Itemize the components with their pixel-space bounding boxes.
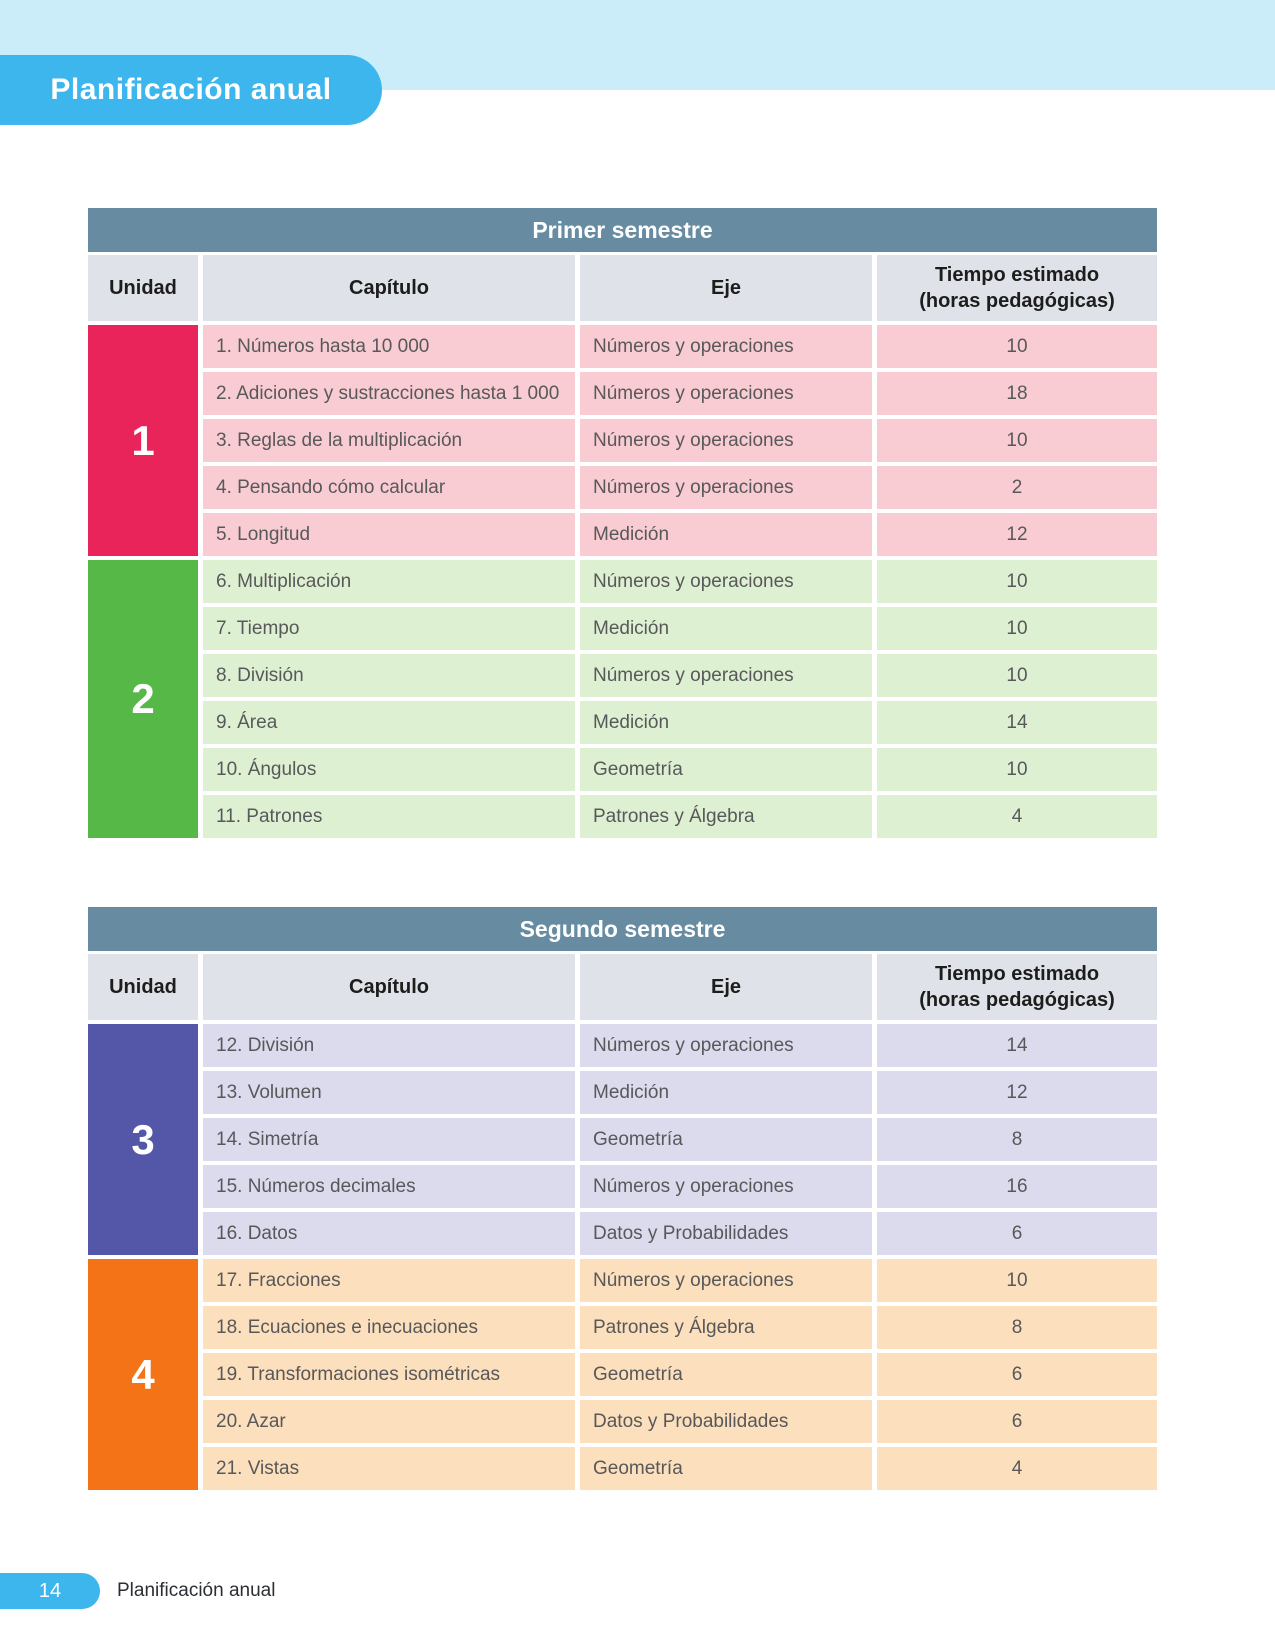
eje-cell: Medición <box>580 607 872 650</box>
chapter-cell: 21. Vistas <box>203 1447 575 1490</box>
time-cell: 10 <box>877 748 1157 791</box>
time-cell: 18 <box>877 372 1157 415</box>
column-header-tiempo-line2: (horas pedagógicas) <box>919 290 1115 312</box>
eje-cell: Números y operaciones <box>580 654 872 697</box>
eje-cell: Geometría <box>580 1118 872 1161</box>
time-cell: 14 <box>877 701 1157 744</box>
column-header-eje: Eje <box>580 954 872 1020</box>
eje-cell: Números y operaciones <box>580 372 872 415</box>
time-cell: 6 <box>877 1353 1157 1396</box>
semester-grid: Unidad Capítulo Eje Tiempo estimado (hor… <box>88 255 1157 838</box>
chapter-cell: 7. Tiempo <box>203 607 575 650</box>
column-header-capitulo: Capítulo <box>203 255 575 321</box>
eje-cell: Números y operaciones <box>580 560 872 603</box>
semester-table: Segundo semestre Unidad Capítulo Eje Tie… <box>88 907 1157 1490</box>
footer-label: Planificación anual <box>117 1580 276 1601</box>
time-cell: 10 <box>877 607 1157 650</box>
column-header-unidad: Unidad <box>88 255 198 321</box>
time-cell: 10 <box>877 1259 1157 1302</box>
unit-3-cell: 3 <box>88 1024 198 1255</box>
column-header-unidad: Unidad <box>88 954 198 1020</box>
time-cell: 10 <box>877 654 1157 697</box>
time-cell: 12 <box>877 1071 1157 1114</box>
semester-table: Primer semestre Unidad Capítulo Eje Tiem… <box>88 208 1157 838</box>
semester-title: Segundo semestre <box>88 907 1157 951</box>
chapter-cell: 18. Ecuaciones e inecuaciones <box>203 1306 575 1349</box>
time-cell: 12 <box>877 513 1157 556</box>
eje-cell: Patrones y Álgebra <box>580 1306 872 1349</box>
time-cell: 10 <box>877 560 1157 603</box>
chapter-cell: 9. Área <box>203 701 575 744</box>
unit-4-cell: 4 <box>88 1259 198 1490</box>
chapter-cell: 4. Pensando cómo calcular <box>203 466 575 509</box>
page-title-pill: Planificación anual <box>0 55 382 125</box>
chapter-cell: 11. Patrones <box>203 795 575 838</box>
eje-cell: Números y operaciones <box>580 466 872 509</box>
unit-1-cell: 1 <box>88 325 198 556</box>
column-header-tiempo-line1: Tiempo estimado <box>934 264 1100 286</box>
eje-cell: Patrones y Álgebra <box>580 795 872 838</box>
chapter-cell: 5. Longitud <box>203 513 575 556</box>
eje-cell: Geometría <box>580 748 872 791</box>
semester-grid: Unidad Capítulo Eje Tiempo estimado (hor… <box>88 954 1157 1490</box>
time-cell: 4 <box>877 1447 1157 1490</box>
chapter-cell: 3. Reglas de la multiplicación <box>203 419 575 462</box>
footer-page-number: 14 <box>38 1579 62 1602</box>
chapter-cell: 15. Números decimales <box>203 1165 575 1208</box>
time-cell: 8 <box>877 1306 1157 1349</box>
time-cell: 10 <box>877 325 1157 368</box>
chapter-cell: 1. Números hasta 10 000 <box>203 325 575 368</box>
chapter-cell: 12. División <box>203 1024 575 1067</box>
column-header-capitulo: Capítulo <box>203 954 575 1020</box>
footer-page-number-pill: 14 <box>0 1573 100 1609</box>
column-header-tiempo-line1: Tiempo estimado <box>934 963 1100 985</box>
chapter-cell: 14. Simetría <box>203 1118 575 1161</box>
column-header-tiempo: Tiempo estimado (horas pedagógicas) <box>877 954 1157 1020</box>
chapter-cell: 6. Multiplicación <box>203 560 575 603</box>
page-title: Planificación anual <box>50 73 332 106</box>
column-header-eje: Eje <box>580 255 872 321</box>
chapter-cell: 2. Adiciones y sustracciones hasta 1 000 <box>203 372 575 415</box>
unit-2-cell: 2 <box>88 560 198 838</box>
chapter-cell: 10. Ángulos <box>203 748 575 791</box>
eje-cell: Números y operaciones <box>580 1024 872 1067</box>
chapter-cell: 8. División <box>203 654 575 697</box>
chapter-cell: 20. Azar <box>203 1400 575 1443</box>
time-cell: 10 <box>877 419 1157 462</box>
column-header-tiempo-line2: (horas pedagógicas) <box>919 989 1115 1011</box>
eje-cell: Números y operaciones <box>580 1259 872 1302</box>
eje-cell: Datos y Probabilidades <box>580 1400 872 1443</box>
chapter-cell: 16. Datos <box>203 1212 575 1255</box>
time-cell: 2 <box>877 466 1157 509</box>
eje-cell: Geometría <box>580 1353 872 1396</box>
time-cell: 6 <box>877 1400 1157 1443</box>
eje-cell: Datos y Probabilidades <box>580 1212 872 1255</box>
time-cell: 8 <box>877 1118 1157 1161</box>
chapter-cell: 19. Transformaciones isométricas <box>203 1353 575 1396</box>
time-cell: 4 <box>877 795 1157 838</box>
eje-cell: Medición <box>580 1071 872 1114</box>
time-cell: 16 <box>877 1165 1157 1208</box>
semester-title: Primer semestre <box>88 208 1157 252</box>
column-header-tiempo: Tiempo estimado (horas pedagógicas) <box>877 255 1157 321</box>
eje-cell: Medición <box>580 701 872 744</box>
eje-cell: Números y operaciones <box>580 325 872 368</box>
time-cell: 14 <box>877 1024 1157 1067</box>
eje-cell: Números y operaciones <box>580 1165 872 1208</box>
eje-cell: Números y operaciones <box>580 419 872 462</box>
chapter-cell: 13. Volumen <box>203 1071 575 1114</box>
chapter-cell: 17. Fracciones <box>203 1259 575 1302</box>
eje-cell: Medición <box>580 513 872 556</box>
eje-cell: Geometría <box>580 1447 872 1490</box>
time-cell: 6 <box>877 1212 1157 1255</box>
